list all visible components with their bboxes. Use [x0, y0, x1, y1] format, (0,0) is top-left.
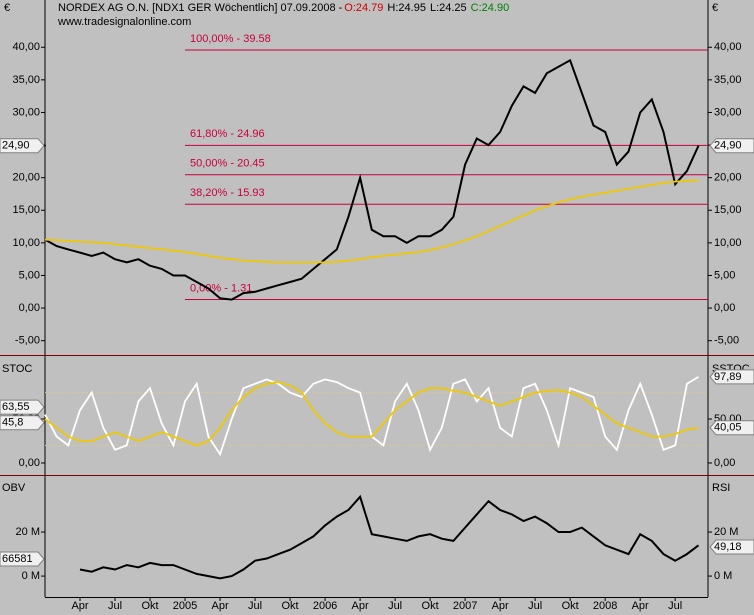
x-tick-label: 2008	[593, 600, 617, 612]
y-tick-label: 20,00	[12, 172, 40, 184]
value-marker-box	[0, 399, 45, 415]
value-marker-label: 97,89	[714, 371, 742, 383]
y-tick-label: 15,00	[714, 204, 742, 216]
x-tick-label: 2005	[173, 600, 197, 612]
y-tick-label: 0,00	[19, 457, 40, 469]
series-line	[44, 58, 700, 301]
y-tick-label: 0,00	[714, 302, 735, 314]
x-tick-label: Jul	[108, 600, 122, 612]
value-marker-label: 24,90	[714, 140, 742, 152]
value-marker-label: 40,05	[714, 422, 742, 434]
y-tick-label: 40,00	[714, 41, 742, 53]
series-line	[44, 179, 699, 264]
y-tick-label: -5,00	[714, 335, 739, 347]
value-marker-box	[709, 138, 754, 154]
fib-label: 38,20% - 15.93	[190, 187, 265, 199]
y-tick-label: 20,00	[714, 172, 742, 184]
x-tick-label: Apr	[211, 600, 228, 612]
value-marker-box	[709, 369, 754, 385]
series-line	[79, 494, 700, 580]
x-tick-label: Jul	[668, 600, 682, 612]
value-marker-label: 45,8	[2, 417, 23, 429]
chart-subtitle: www.tradesignalonline.com	[57, 16, 191, 28]
y-tick-label: 20 M	[16, 526, 40, 538]
value-marker-label: 66581	[2, 553, 33, 565]
value-marker-box	[0, 415, 45, 431]
y-tick-label: 10,00	[714, 237, 742, 249]
y-tick-label: 5,00	[714, 269, 735, 281]
ohlc-value: C:24.90	[471, 2, 510, 14]
y-tick-label: 10,00	[12, 237, 40, 249]
y-tick-label: 30,00	[12, 106, 40, 118]
fib-label: 61,80% - 24.96	[190, 128, 265, 140]
ohlc-value: L:24.25	[430, 2, 467, 14]
x-tick-label: Okt	[422, 600, 439, 612]
x-tick-label: 2006	[313, 600, 337, 612]
y-tick-label: 35,00	[714, 74, 742, 86]
ohlc-value: O:24.79	[344, 2, 383, 14]
value-marker-label: 49,18	[714, 541, 742, 553]
fib-label: 50,00% - 20.45	[190, 158, 265, 170]
value-marker-label: 24,90	[2, 140, 30, 152]
y-tick-label: 35,00	[12, 74, 40, 86]
y-tick-label: 0,00	[714, 457, 735, 469]
series-line	[44, 381, 699, 447]
x-tick-label: Jul	[388, 600, 402, 612]
x-tick-label: Apr	[492, 600, 509, 612]
x-tick-label: Apr	[71, 600, 88, 612]
y-tick-label: -5,00	[15, 335, 40, 347]
x-tick-label: Okt	[282, 600, 299, 612]
indicator-label: STOC	[2, 363, 32, 375]
unit-label: €	[712, 2, 718, 14]
x-tick-label: Okt	[141, 600, 158, 612]
fib-label: 0,00% - 1.31	[190, 282, 252, 294]
x-tick-label: Jul	[248, 600, 262, 612]
y-tick-label: 0 M	[22, 570, 40, 582]
x-tick-label: Apr	[632, 600, 649, 612]
y-tick-label: 0,00	[19, 302, 40, 314]
x-tick-label: Apr	[352, 600, 369, 612]
y-tick-label: 40,00	[12, 41, 40, 53]
y-tick-label: 30,00	[714, 106, 742, 118]
value-marker-box	[709, 420, 754, 436]
value-marker-label: 63,55	[2, 401, 30, 413]
x-tick-label: Okt	[562, 600, 579, 612]
y-tick-label: 20 M	[714, 526, 738, 538]
value-marker-box	[0, 551, 45, 567]
y-tick-label: 0 M	[714, 570, 732, 582]
x-tick-label: 2007	[453, 600, 477, 612]
fib-label: 100,00% - 39.58	[190, 33, 271, 45]
ohlc-value: H:24.95	[387, 2, 426, 14]
value-marker-box	[709, 539, 754, 555]
chart-title: NORDEX AG O.N. [NDX1 GER Wöchentlich] 07…	[58, 2, 343, 14]
x-tick-label: Jul	[528, 600, 542, 612]
unit-label: €	[4, 2, 10, 14]
y-tick-label: 15,00	[12, 204, 40, 216]
indicator-label: OBV	[2, 482, 26, 494]
y-tick-label: 5,00	[19, 269, 40, 281]
value-marker-box	[0, 138, 45, 154]
indicator-label: RSI	[712, 482, 730, 494]
